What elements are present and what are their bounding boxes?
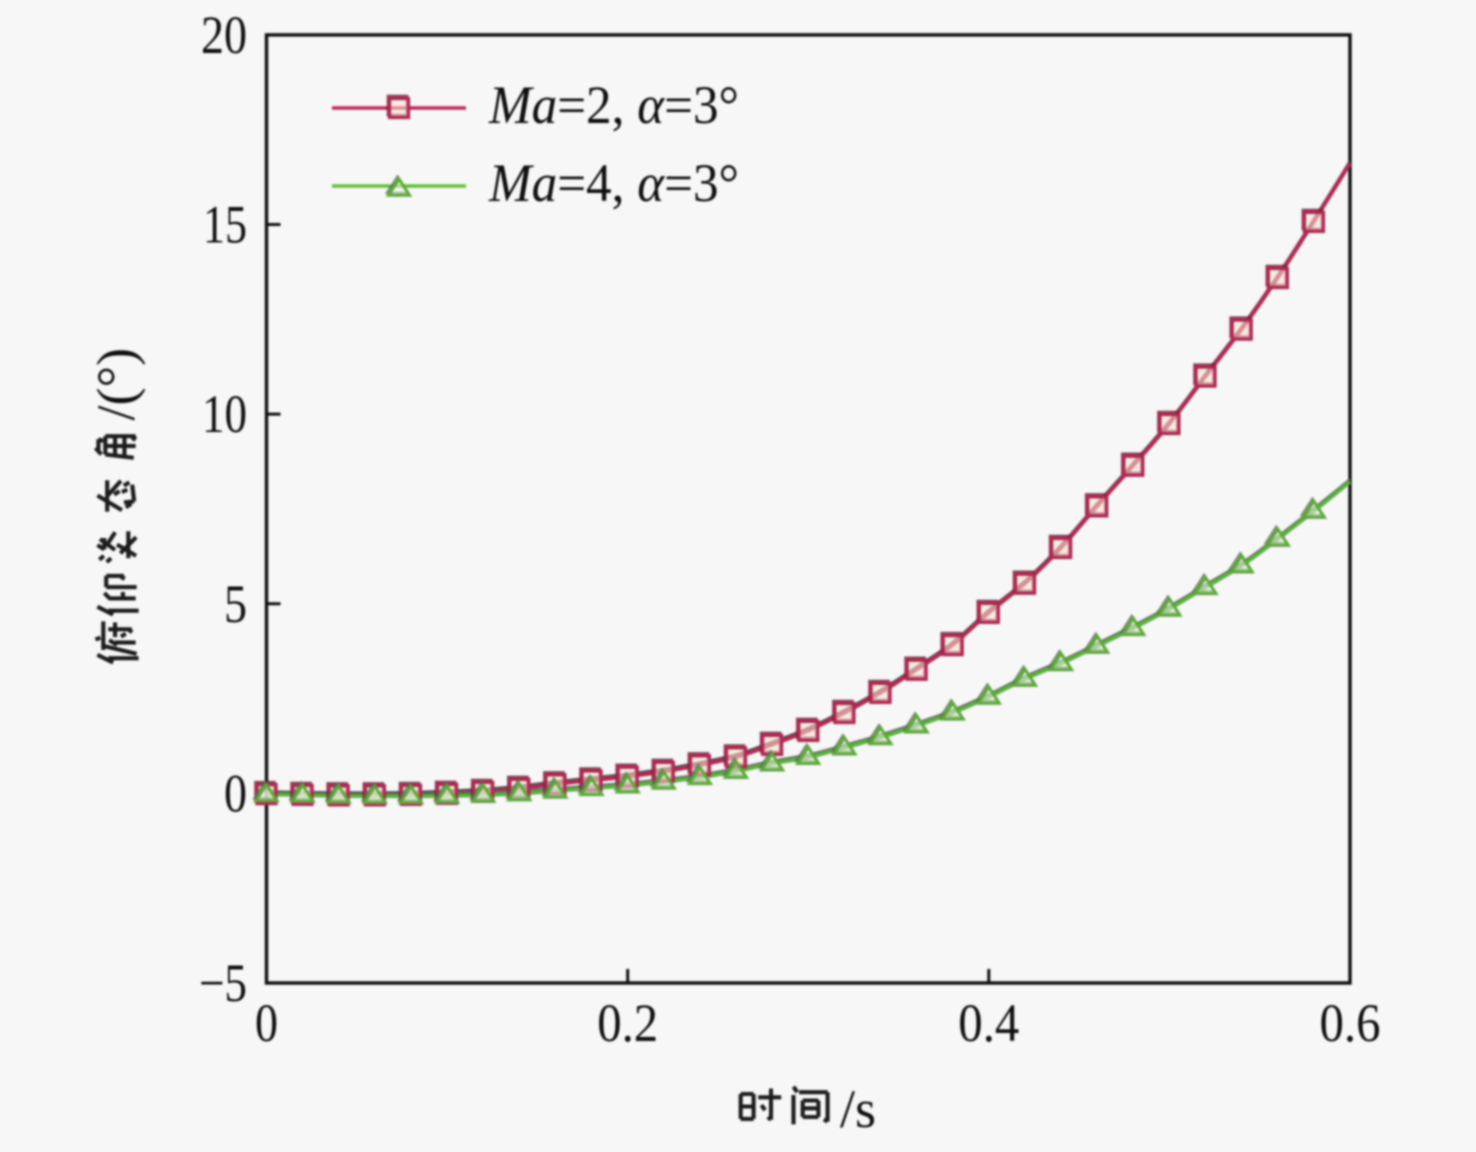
svg-text:Ma=2, α=3°: Ma=2, α=3° — [488, 75, 739, 135]
svg-text:0.6: 0.6 — [1320, 993, 1381, 1053]
svg-text:0.2: 0.2 — [597, 993, 658, 1053]
svg-text:−5: −5 — [199, 953, 247, 1013]
svg-text:0.4: 0.4 — [958, 993, 1019, 1053]
svg-text:/(°): /(°) — [86, 348, 146, 421]
svg-text:15: 15 — [203, 195, 247, 255]
svg-text:Ma=4, α=3°: Ma=4, α=3° — [488, 153, 739, 213]
svg-text:5: 5 — [224, 574, 247, 634]
svg-text:20: 20 — [201, 5, 247, 65]
svg-text:0: 0 — [224, 763, 247, 823]
svg-text:/s: /s — [840, 1079, 876, 1139]
svg-text:0: 0 — [255, 993, 278, 1053]
svg-text:10: 10 — [202, 384, 247, 444]
